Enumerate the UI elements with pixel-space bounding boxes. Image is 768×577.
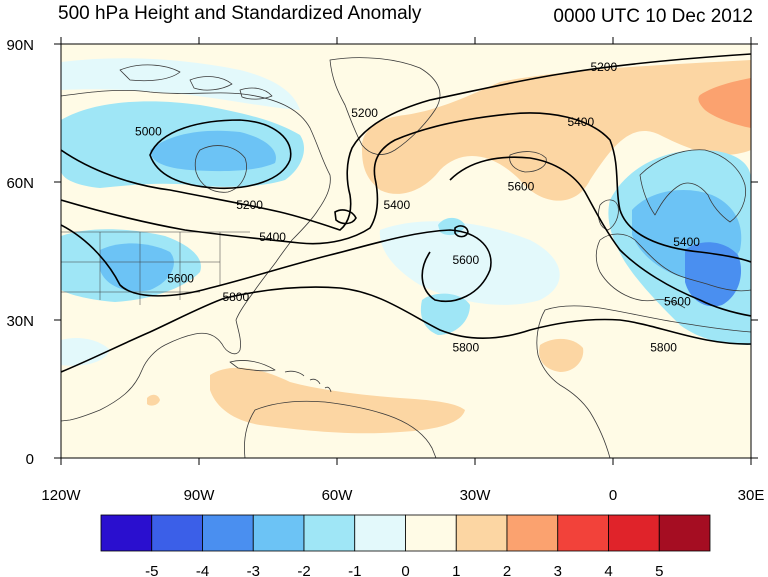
lat-tick-label: 0 (26, 451, 34, 468)
coastline-arctic-islands (119, 64, 273, 100)
contour-label: 5600 (167, 272, 194, 286)
lon-tick-label: 90W (184, 487, 216, 504)
map-panel: 5000 5200 5200 5200 5400 5400 5400 5400 5600 5600… (61, 44, 751, 458)
anomaly-shading (61, 58, 751, 434)
coastline-south-america (244, 400, 437, 458)
colorbar-tick-label: -1 (348, 563, 361, 577)
colorbar-tick-label: 1 (452, 563, 460, 577)
lat-tick-label: 30N (6, 313, 34, 330)
contour-label: 5600 (508, 180, 535, 194)
positive-anomaly-north-atlantic (361, 60, 751, 201)
colorbar-tick-label: 4 (604, 563, 612, 577)
height-contour-inner-low (454, 225, 469, 238)
lon-tick-label: 30E (738, 487, 765, 504)
height-contours (61, 53, 751, 373)
coastline-africa (536, 305, 751, 458)
colorbar-tick-label: -5 (145, 563, 158, 577)
lon-tick-label: 30W (460, 487, 492, 504)
contour-label: 5800 (650, 341, 677, 355)
colorbar-swatch (202, 514, 254, 552)
height-contour-5400 (61, 112, 751, 263)
positive-anomaly-caribbean (210, 367, 465, 434)
negative-anomaly-central-us (100, 243, 174, 292)
colorbar-tick-label: 3 (554, 563, 562, 577)
coastline-british-isles (598, 199, 619, 231)
coastline-antilles (284, 370, 332, 393)
colorbar-swatch (354, 514, 406, 552)
contour-label: 5600 (664, 295, 691, 309)
contour-label: 5400 (567, 115, 594, 129)
contour-label: 5600 (452, 253, 479, 267)
colorbar-swatch (405, 514, 457, 552)
height-contour-5200 (61, 53, 751, 231)
colorbar-swatch (506, 514, 559, 552)
height-contour-5600 (61, 156, 751, 317)
negative-anomaly-canada-2 (150, 130, 276, 172)
positive-anomaly-sahara (539, 338, 584, 372)
colorbar-swatch (100, 514, 153, 552)
colorbar-swatch (455, 514, 508, 552)
colorbar-tick-label: 5 (655, 563, 663, 577)
positive-anomaly-atlantic-small (147, 394, 160, 406)
contour-label: 5400 (383, 198, 410, 212)
lon-tick-label: 120W (41, 487, 81, 504)
coastline-cuba (229, 360, 276, 372)
colorbar-tick-label: -3 (247, 563, 260, 577)
contour-label: 5400 (259, 230, 286, 244)
lat-tick-label: 60N (6, 175, 34, 192)
lat-tick-label: 90N (6, 37, 34, 54)
contour-label: 5200 (590, 60, 617, 74)
colorbar-tick-label: -2 (297, 563, 310, 577)
coastlines (61, 57, 751, 458)
negative-anomaly-europe-3 (685, 242, 742, 307)
contour-label: 5000 (135, 124, 162, 138)
negative-anomaly-gulf (61, 338, 110, 366)
contour-label: 5800 (222, 290, 249, 304)
negative-anomaly-azores-1 (420, 293, 470, 335)
colorbar-swatch (303, 514, 356, 552)
colorbar-tick-label: -4 (196, 563, 209, 577)
positive-anomaly-barents (698, 78, 751, 128)
coastline-iceland (509, 151, 547, 173)
height-contour-5800 (61, 286, 751, 373)
lon-tick-label: 60W (322, 487, 354, 504)
contour-labels: 5000 5200 5200 5200 5400 5400 5400 5400 5600 5600… (135, 60, 700, 355)
coastline-hudson-bay (194, 145, 247, 193)
colorbar-swatch (608, 514, 660, 552)
contour-label: 5800 (452, 341, 479, 355)
lon-tick-label: 0 (609, 487, 617, 504)
negative-anomaly-mid-atlantic (379, 221, 560, 305)
colorbar-tick-label: 0 (401, 563, 409, 577)
axis-ticks: 120W 90W 60W 30W 0 30E 90N 60N 30N 0 (6, 37, 764, 504)
map-frame (60, 43, 752, 459)
colorbar-swatch (252, 514, 305, 552)
contour-label: 5400 (673, 235, 700, 249)
coastline-greenland (329, 57, 441, 155)
colorbar-tick-label: 2 (503, 563, 511, 577)
coastline-europe (595, 233, 751, 309)
coastline-north-america (61, 89, 331, 422)
colorbar-swatch (557, 514, 609, 552)
height-contour-5000 (149, 119, 292, 190)
contour-label: 5200 (236, 198, 263, 212)
colorbar-swatch (658, 514, 711, 552)
map-title: 500 hPa Height and Standardized Anomaly (58, 3, 422, 24)
colorbar-swatch (151, 514, 203, 552)
height-contour-newfoundland (334, 209, 357, 225)
valid-time-label: 0000 UTC 10 Dec 2012 (553, 6, 753, 27)
contour-label: 5200 (351, 106, 378, 120)
coastline-scandinavia (639, 149, 747, 223)
colorbar: -5 -4 -3 -2 -1 0 1 2 3 4 5 (100, 514, 711, 577)
